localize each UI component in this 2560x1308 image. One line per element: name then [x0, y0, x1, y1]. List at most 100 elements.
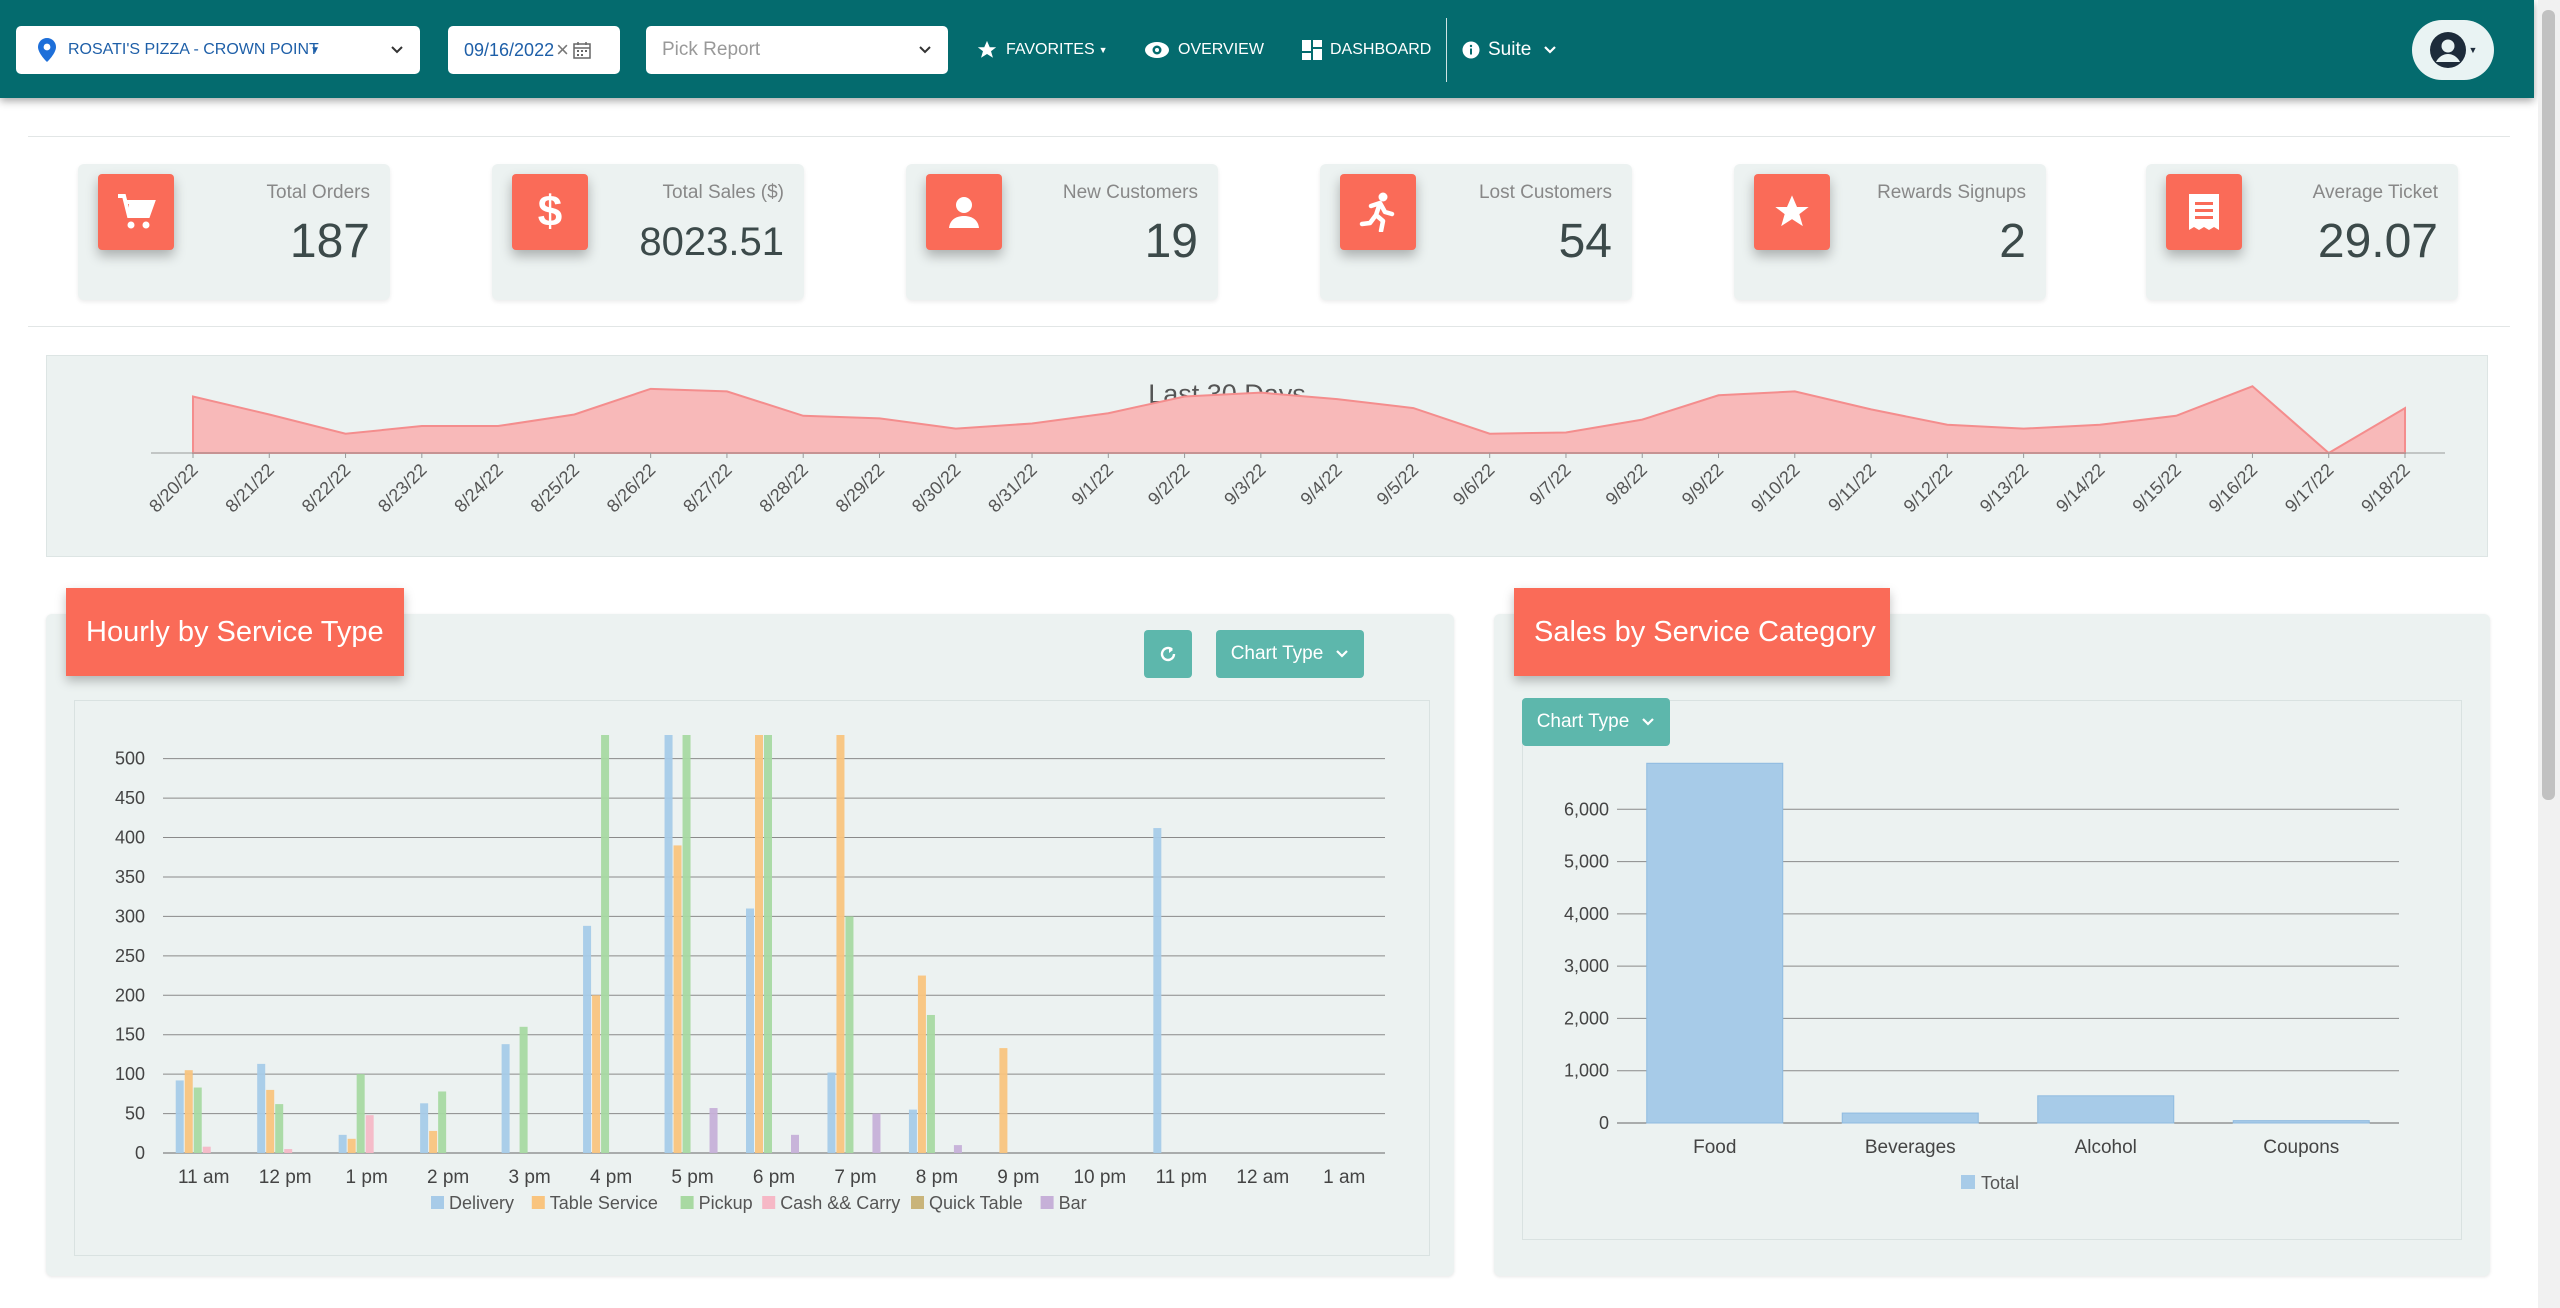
chart-type-button[interactable]: Chart Type [1216, 630, 1364, 678]
dollar-icon: $ [512, 174, 588, 250]
bar-delivery [175, 1080, 184, 1153]
kpi-value: 54 [1558, 215, 1612, 268]
chevron-down-icon [391, 46, 403, 54]
bar-table-service [266, 1089, 275, 1153]
legend-swatch [1961, 1175, 1975, 1189]
sales-chart-area: 0 1,000 2,000 3,000 4,000 5,000 6,000 Food Bever… [1522, 700, 2462, 1240]
user-circle-icon [2429, 32, 2466, 68]
y-tick-label: 1,000 [1564, 1061, 1609, 1081]
y-tick-label: 450 [115, 788, 145, 808]
person-icon [926, 174, 1002, 250]
chevron-down-icon [1544, 46, 1557, 54]
bar-delivery [501, 1044, 510, 1153]
legend-swatch [1040, 1196, 1054, 1209]
x-tick-label: 9/5/22 [1373, 460, 1423, 510]
chart-type-button[interactable]: Chart Type [1522, 698, 1670, 746]
bar-delivery [583, 925, 592, 1153]
bar-delivery [908, 1109, 917, 1153]
x-tick-label: 9/6/22 [1449, 460, 1499, 510]
bar-delivery [746, 908, 754, 1153]
bar-table-service [429, 1130, 438, 1153]
bar-table-service [917, 975, 926, 1153]
legend-swatch [431, 1196, 444, 1209]
caret-icon: ▼ [1098, 45, 1108, 55]
x-tick-label: 10 pm [1073, 1167, 1126, 1188]
overview-label: OVERVIEW [1178, 41, 1264, 58]
legend-swatch [911, 1196, 924, 1209]
suite-menu[interactable]: Suite [1462, 26, 1565, 74]
x-tick-label: 9/10/22 [1747, 460, 1804, 517]
x-tick-label: 8/31/22 [984, 460, 1041, 517]
y-tick-label: 50 [125, 1104, 145, 1124]
report-select[interactable]: Pick Report [646, 26, 948, 74]
x-tick-label: 8/27/22 [679, 460, 736, 517]
kpi-label: Total Orders [266, 182, 370, 203]
bar-delivery [257, 1063, 266, 1153]
clear-date-icon[interactable]: × [556, 37, 569, 62]
y-tick-label: 350 [115, 867, 145, 887]
x-tick-label: 9/16/22 [2205, 460, 2262, 517]
y-tick-label: 100 [115, 1064, 145, 1084]
location-select[interactable]: ROSATI'S PIZZA - CROWN POINT ▼ [16, 26, 420, 74]
user-menu[interactable]: ▼ [2412, 20, 2494, 80]
y-tick-label: 5,000 [1564, 852, 1609, 872]
bar-beverages [1841, 1112, 1979, 1124]
bar-delivery [827, 1072, 836, 1153]
kpi-label: New Customers [1062, 182, 1198, 203]
dashboard-link[interactable]: DASHBOARD [1302, 26, 1431, 74]
bar-food [1646, 762, 1784, 1124]
legend-label: Pickup [699, 1193, 753, 1213]
legend-label: Bar [1059, 1193, 1087, 1213]
legend-swatch [762, 1196, 776, 1209]
kpi-card-rewards-signups: Rewards Signups 2 [1734, 164, 2046, 300]
x-tick-label: 9/17/22 [2281, 460, 2338, 517]
date-value: 09/16/2022 [464, 39, 555, 60]
kpi-value: 2 [1999, 215, 2026, 268]
page-scrollbar[interactable] [2538, 0, 2560, 1308]
x-tick-label: Food [1693, 1137, 1736, 1158]
kpi-value: 8023.51 [639, 220, 784, 264]
trend-area [192, 385, 2406, 455]
hourly-chart-area: 0 50 100 150 200 250 300 350 400 450 500 11 am 12 pm… [74, 700, 1430, 1256]
legend-label: Quick Table [929, 1193, 1023, 1213]
bar-cash-carry [365, 1115, 374, 1153]
scrollbar-thumb[interactable] [2542, 10, 2555, 800]
calendar-icon[interactable] [573, 41, 591, 59]
x-tick-label: 2 pm [427, 1167, 469, 1188]
x-tick-label: 8/30/22 [908, 460, 965, 517]
kpi-label: Total Sales ($) [662, 182, 784, 203]
location-label: ROSATI'S PIZZA - CROWN POINT [68, 41, 319, 58]
x-tick-label: 11 pm [1156, 1167, 1207, 1188]
bar-pickup [601, 735, 610, 1153]
star-icon [1754, 174, 1830, 250]
x-tick-label: 8/25/22 [527, 460, 584, 517]
date-picker[interactable]: 09/16/2022 × [448, 26, 620, 74]
refresh-button[interactable] [1144, 630, 1192, 678]
overview-link[interactable]: OVERVIEW [1144, 26, 1264, 74]
x-tick-label: 8/26/22 [603, 460, 660, 517]
x-tick-label: 1 am [1323, 1167, 1365, 1188]
x-tick-label: Coupons [2263, 1137, 2339, 1158]
last-30-days-chart: Last 30 Days 8/20/228/21/228/22/228/23/2… [145, 379, 2445, 517]
legend-swatch [531, 1196, 545, 1209]
bar-bar [872, 1113, 881, 1153]
x-tick-label: 9/13/22 [1976, 460, 2033, 517]
x-tick-label: 5 pm [671, 1167, 713, 1188]
bar-table-service [347, 1138, 356, 1153]
hourly-service-panel: 0 50 100 150 200 250 300 350 400 450 500 11 am 12 pm… [46, 614, 1454, 1276]
x-tick-label: 8/21/22 [221, 460, 278, 517]
sales-category-panel: 0 1,000 2,000 3,000 4,000 5,000 6,000 Food Bever… [1494, 614, 2490, 1276]
x-tick-label: 8/29/22 [832, 460, 889, 517]
x-tick-label: 9/7/22 [1525, 460, 1575, 510]
y-tick-label: 0 [1599, 1113, 1609, 1133]
legend-label: Delivery [449, 1193, 514, 1213]
bar-pickup [764, 735, 772, 1153]
kpi-label: Rewards Signups [1877, 182, 2026, 203]
bar-table-service [836, 735, 845, 1153]
favorites-menu[interactable]: FAVORITES ▼ [976, 26, 1108, 74]
eye-icon [1145, 42, 1169, 58]
bar-pickup [193, 1087, 202, 1153]
x-tick-label: 8/20/22 [145, 460, 202, 517]
bar-pickup [682, 735, 691, 1153]
x-tick-label: 8/28/22 [755, 460, 812, 517]
